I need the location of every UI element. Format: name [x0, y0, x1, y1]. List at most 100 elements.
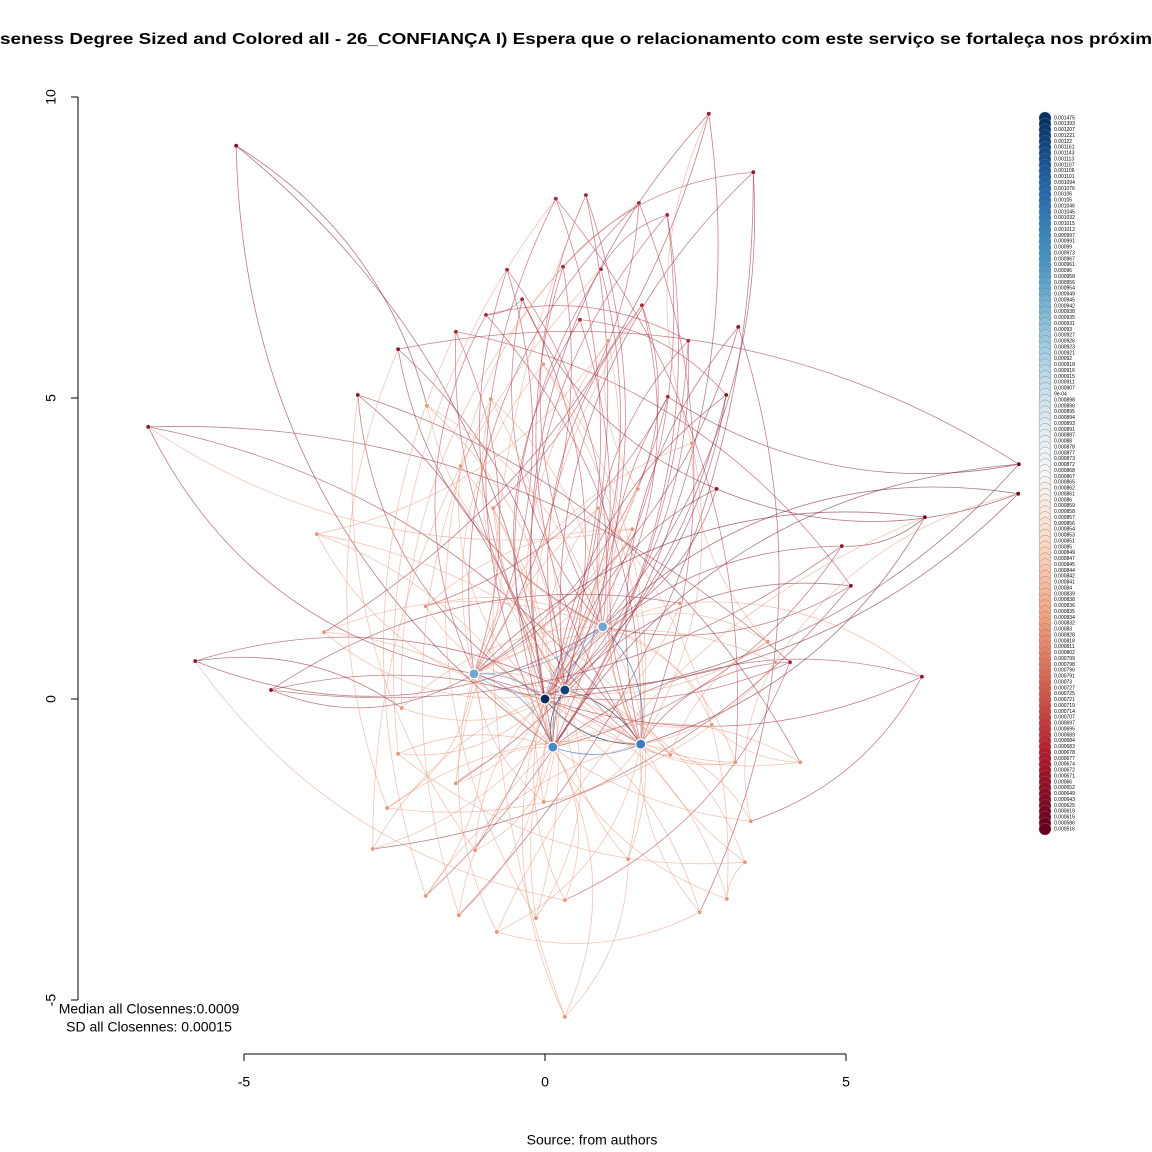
node [490, 505, 496, 511]
edge [640, 443, 703, 745]
legend-label: 0.000891 [1054, 427, 1075, 433]
edge [473, 661, 791, 701]
edge [552, 743, 641, 755]
node [540, 361, 546, 367]
legend-label: 0.000697 [1054, 721, 1075, 727]
edge [544, 463, 1020, 700]
edge [444, 465, 537, 919]
y-tick-label: 0 [43, 695, 59, 703]
edge [425, 340, 689, 897]
legend-label: 0.00093 [1054, 327, 1072, 333]
legend-label: 0.000896 [1054, 403, 1075, 409]
edge [564, 641, 768, 694]
legend-label: 0.001012 [1054, 227, 1075, 233]
edge [473, 508, 502, 674]
node [399, 705, 405, 711]
legend-label: 0.000836 [1054, 603, 1075, 609]
edge [387, 673, 475, 809]
x-tick-label: 5 [842, 1074, 850, 1090]
edge [540, 507, 599, 748]
legend-swatch [1038, 822, 1052, 836]
node [765, 639, 771, 645]
legend-label: 0.00099 [1054, 245, 1072, 251]
edge [667, 396, 1019, 475]
edge [640, 744, 701, 913]
node [636, 200, 642, 206]
legend-label: 0.000652 [1054, 785, 1075, 791]
node [559, 684, 571, 696]
node [468, 668, 480, 680]
edge [602, 626, 736, 763]
legend-label: 0.000834 [1054, 615, 1075, 621]
legend-label: 0.000961 [1054, 262, 1075, 268]
legend-label: 0.001475 [1054, 115, 1075, 121]
edge [841, 516, 926, 547]
edge [372, 689, 565, 850]
edge [473, 266, 572, 674]
node [664, 212, 670, 218]
legend-label: 9e-04 [1054, 392, 1067, 398]
legend-label: 0.000649 [1054, 791, 1075, 797]
edge [195, 656, 402, 709]
legend-label: 0.000714 [1054, 709, 1075, 715]
node [635, 486, 641, 492]
legend-label: 0.000916 [1054, 368, 1075, 374]
edge [473, 673, 701, 913]
node [488, 396, 494, 402]
edge [535, 689, 582, 919]
edge [513, 319, 581, 700]
edge [270, 673, 475, 709]
legend-label: 0.000927 [1054, 333, 1075, 339]
edge [564, 340, 690, 691]
node [321, 629, 327, 635]
node [268, 687, 274, 693]
node [553, 196, 559, 202]
legend-label: 0.000828 [1054, 632, 1075, 638]
legend-label: 0.001046 [1054, 203, 1075, 209]
edge [457, 673, 498, 933]
edge [625, 326, 739, 745]
edge [552, 463, 1019, 748]
node [772, 659, 778, 665]
node [533, 915, 539, 921]
edge [496, 911, 700, 944]
legend-label: 0.00066 [1054, 779, 1072, 785]
edge [147, 426, 475, 675]
y-tick-label: 5 [43, 394, 59, 402]
edge [602, 626, 713, 726]
legend-label: 0.000845 [1054, 562, 1075, 568]
legend-label: 0.000895 [1054, 409, 1075, 415]
edge [521, 299, 717, 490]
edge [455, 331, 852, 587]
edge [544, 698, 641, 745]
node [583, 192, 589, 198]
edge [604, 340, 639, 490]
legend-label: 0.000868 [1054, 468, 1075, 474]
legend-label: 0.000862 [1054, 486, 1075, 492]
edge [530, 305, 643, 803]
node [145, 424, 151, 430]
legend-label: 0.000839 [1054, 591, 1075, 597]
legend-label: 0.000865 [1054, 480, 1075, 486]
edge [552, 603, 681, 748]
legend-label: 0.000719 [1054, 703, 1075, 709]
edge [271, 545, 843, 699]
node [453, 780, 459, 786]
edge [602, 486, 1019, 628]
node [723, 392, 729, 398]
edge [195, 626, 604, 697]
edge [640, 662, 776, 745]
legend-label: 0.000674 [1054, 762, 1075, 768]
edge [564, 488, 717, 691]
edge [506, 269, 608, 627]
edge [400, 266, 564, 709]
edge [564, 194, 626, 691]
legend-label: 0.000877 [1054, 450, 1075, 456]
edge [691, 443, 769, 643]
edge [544, 394, 727, 700]
edge [387, 724, 712, 813]
node [605, 338, 611, 344]
node [706, 111, 712, 117]
node [562, 897, 568, 903]
edge [398, 698, 546, 756]
